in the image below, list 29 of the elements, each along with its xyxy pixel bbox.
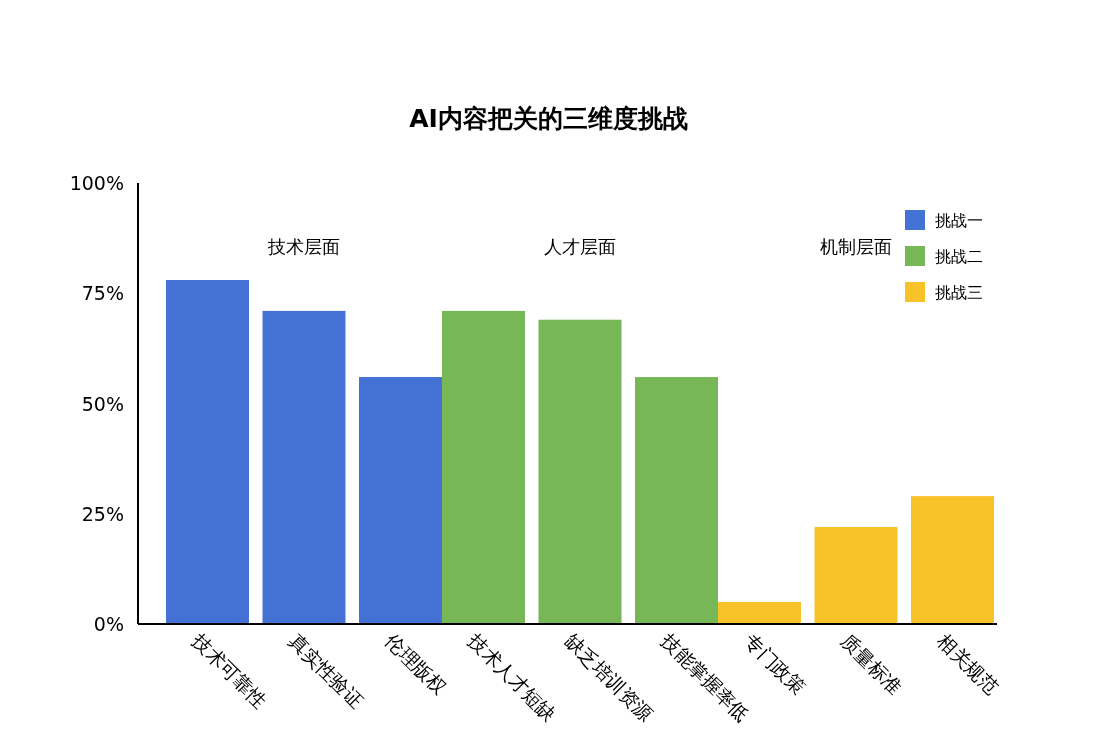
chart-title: AI内容把关的三维度挑战 <box>409 104 688 133</box>
y-tick-label: 100% <box>69 172 124 194</box>
annotation: 技术层面 <box>267 235 340 257</box>
bar <box>538 319 622 624</box>
bar <box>359 377 442 624</box>
legend-label: 挑战三 <box>935 282 983 302</box>
x-tick-label: 技术可靠性 <box>187 628 272 713</box>
x-tick-label: 质量标准 <box>836 629 907 699</box>
x-tick-label: 技术人才短缺 <box>463 628 561 726</box>
bar <box>911 496 994 624</box>
bar <box>262 310 346 624</box>
annotation: 人才层面 <box>544 235 616 257</box>
annotation: 机制层面 <box>820 235 892 257</box>
y-tick-label: 0% <box>93 613 124 635</box>
bar <box>166 280 249 624</box>
legend-label: 挑战二 <box>935 246 983 266</box>
x-tick-label: 伦理版权 <box>381 629 451 699</box>
bar <box>442 310 525 624</box>
y-tick-label: 75% <box>81 282 124 305</box>
bar <box>718 601 801 624</box>
bar <box>635 377 718 624</box>
y-tick-label: 25% <box>81 502 124 525</box>
legend-label: 挑战一 <box>935 210 983 230</box>
y-tick-label: 50% <box>81 392 124 415</box>
x-tick-label: 缺乏培训资源 <box>560 629 658 726</box>
bar <box>814 526 898 624</box>
x-tick-label: 真实性验证 <box>284 629 368 713</box>
x-tick-label: 相关规范 <box>933 629 1003 699</box>
x-tick-label: 专门政策 <box>740 629 810 699</box>
